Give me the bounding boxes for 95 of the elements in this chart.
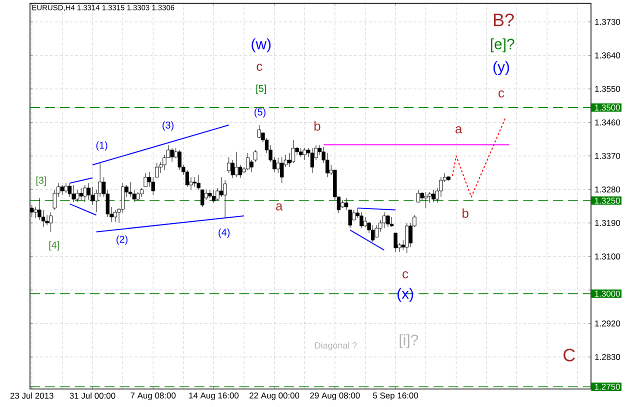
candlestick bbox=[428, 192, 432, 204]
candlestick bbox=[382, 212, 386, 228]
candlestick bbox=[446, 176, 450, 182]
candlestick bbox=[223, 180, 227, 218]
candlestick bbox=[326, 152, 330, 178]
annotation: B? bbox=[494, 14, 514, 26]
candlestick bbox=[302, 148, 306, 160]
candlestick bbox=[60, 184, 64, 196]
annotation: a bbox=[456, 126, 462, 134]
x-tick-label: 31 Jul 00:00 bbox=[70, 392, 116, 399]
y-tick-label: 1.3640 bbox=[595, 52, 620, 58]
y-tick-label: 1.3190 bbox=[595, 220, 620, 226]
annotation: [5] bbox=[256, 84, 266, 94]
candlestick bbox=[79, 188, 83, 200]
candlestick bbox=[185, 170, 190, 188]
x-tick-label: 5 Sep 16:00 bbox=[373, 392, 418, 400]
candlestick bbox=[390, 216, 394, 228]
candlestick bbox=[41, 210, 46, 228]
candlestick bbox=[340, 200, 344, 208]
candlestick bbox=[64, 182, 68, 194]
candlestick bbox=[280, 156, 284, 184]
annotation: b bbox=[314, 121, 320, 131]
candlestick bbox=[386, 216, 390, 228]
candlestick bbox=[147, 172, 152, 188]
candlestick bbox=[246, 152, 250, 170]
ref-line-label: 1.3500 bbox=[595, 104, 620, 111]
candlestick bbox=[38, 198, 42, 220]
candlestick bbox=[128, 182, 132, 198]
annotation: b bbox=[462, 208, 468, 218]
y-tick-label: 1.3100 bbox=[595, 253, 620, 260]
candlestick bbox=[68, 182, 72, 198]
x-tick-label: 7 Aug 08:00 bbox=[130, 392, 176, 400]
candlestick bbox=[178, 150, 182, 170]
annotation: (4) bbox=[218, 228, 230, 238]
x-tick-label: 23 Jul 2013 bbox=[10, 392, 54, 399]
annotation: [e]? bbox=[490, 38, 514, 52]
x-tick-label: 14 Aug 16:00 bbox=[189, 392, 239, 400]
candlestick bbox=[227, 156, 231, 174]
y-tick-label: 1.3280 bbox=[595, 186, 620, 192]
y-tick-label: 1.2920 bbox=[595, 320, 620, 326]
ref-line-label: 1.3000 bbox=[595, 290, 620, 297]
annotation: [4] bbox=[49, 241, 59, 251]
candlestick bbox=[219, 176, 224, 198]
ref-line-label: 1.3250 bbox=[595, 198, 620, 204]
candlestick bbox=[439, 176, 443, 198]
annotation: c bbox=[256, 64, 262, 71]
annotation: Diagonal ? bbox=[315, 342, 357, 350]
annotation: (2) bbox=[116, 235, 128, 245]
candlestick bbox=[370, 224, 375, 242]
annotation: (1) bbox=[96, 141, 108, 151]
candlestick bbox=[299, 148, 303, 158]
y-tick-label: 1.3460 bbox=[595, 119, 620, 126]
annotation: (w) bbox=[252, 38, 271, 52]
annotation: (5) bbox=[254, 108, 266, 118]
annotation: a bbox=[276, 203, 283, 210]
candlestick bbox=[98, 162, 102, 198]
y-tick-label: 1.3730 bbox=[595, 18, 620, 25]
y-tick-label: 1.3550 bbox=[595, 86, 620, 92]
annotation: (3) bbox=[162, 121, 174, 131]
candlestick bbox=[405, 222, 409, 254]
ref-line-label: 1.2750 bbox=[595, 384, 620, 390]
candlestick bbox=[136, 192, 140, 200]
candlestick bbox=[424, 192, 428, 208]
annotation: (y) bbox=[493, 61, 510, 76]
candlestick bbox=[83, 184, 87, 202]
annotation: [i]? bbox=[400, 334, 418, 348]
candlestick bbox=[170, 148, 174, 162]
candlestick bbox=[192, 176, 197, 188]
candlestick bbox=[120, 182, 125, 214]
candlestick bbox=[72, 184, 76, 202]
y-tick-label: 1.3370 bbox=[595, 152, 620, 159]
candlestick bbox=[276, 158, 280, 174]
candlestick bbox=[363, 216, 368, 228]
candlestick bbox=[158, 162, 163, 174]
annotation: [3] bbox=[36, 176, 46, 186]
annotation: C bbox=[564, 348, 575, 362]
candlestick bbox=[48, 212, 53, 232]
candlestick bbox=[86, 182, 91, 200]
candlestick bbox=[432, 190, 436, 202]
y-tick-label: 1.2830 bbox=[595, 354, 620, 360]
annotation: c bbox=[498, 90, 504, 98]
line-series bbox=[452, 117, 506, 198]
candlestick bbox=[310, 148, 314, 174]
candlestick bbox=[257, 124, 262, 138]
candlestick bbox=[360, 212, 364, 228]
candlestick bbox=[291, 140, 296, 164]
x-tick-label: 29 Aug 08:00 bbox=[310, 392, 360, 400]
x-tick-label: 22 Aug 00:00 bbox=[250, 392, 300, 400]
candlestick bbox=[208, 190, 212, 198]
candlestick bbox=[212, 190, 216, 204]
annotation: c bbox=[402, 271, 408, 278]
candlestick bbox=[132, 190, 136, 202]
candlestick bbox=[238, 164, 242, 178]
candlestick bbox=[113, 210, 118, 222]
candlestick bbox=[234, 152, 238, 178]
